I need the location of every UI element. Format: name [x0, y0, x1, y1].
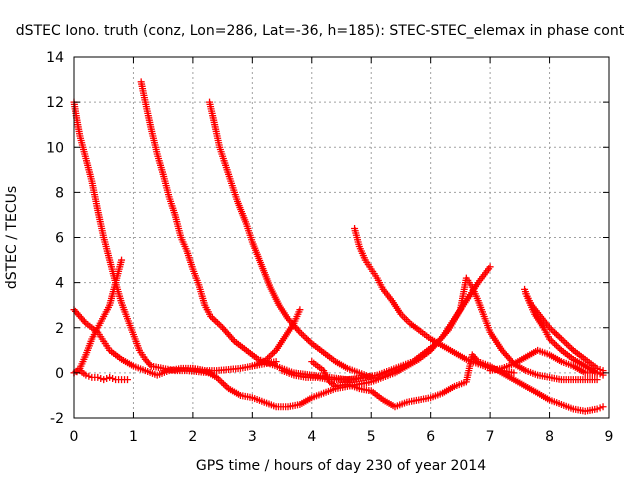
series-arc-4: [351, 224, 518, 377]
x-tick-label: 7: [486, 429, 495, 445]
y-tick-label: 10: [46, 140, 64, 156]
x-tick-label: 6: [426, 429, 435, 445]
y-tick-label: 14: [46, 50, 64, 66]
y-tick-label: 2: [55, 321, 64, 337]
y-tick-label: -2: [50, 411, 64, 427]
x-axis-label: GPS time / hours of day 230 of year 2014: [196, 458, 486, 474]
series-arc-11: [308, 351, 607, 415]
x-tick-label: 3: [248, 429, 257, 445]
series-arc-2: [137, 78, 369, 384]
series-arc-7: [70, 367, 131, 384]
y-tick-label: 6: [55, 231, 64, 247]
chart-title: dSTEC Iono. truth (conz, Lon=286, Lat=-3…: [16, 23, 625, 39]
series-layer: [70, 78, 607, 415]
series-arc-13: [522, 290, 607, 375]
series-arc-9: [248, 306, 304, 370]
y-axis-label: dSTEC / TECUs: [4, 186, 20, 289]
y-tick-label: 4: [55, 276, 64, 292]
x-tick-label: 8: [545, 429, 554, 445]
x-tick-label: 5: [367, 429, 376, 445]
x-tick-label: 2: [188, 429, 197, 445]
y-tick-label: 0: [55, 366, 64, 382]
plot-frame: [73, 56, 610, 419]
x-tick-label: 0: [70, 429, 79, 445]
x-tick-label: 1: [129, 429, 138, 445]
y-tick-label: 8: [55, 185, 64, 201]
series-arc-14: [486, 346, 607, 379]
x-tick-label: 9: [605, 429, 614, 445]
y-tick-label: 12: [46, 95, 64, 111]
x-tick-label: 4: [307, 429, 316, 445]
series-arc-3: [206, 98, 375, 381]
